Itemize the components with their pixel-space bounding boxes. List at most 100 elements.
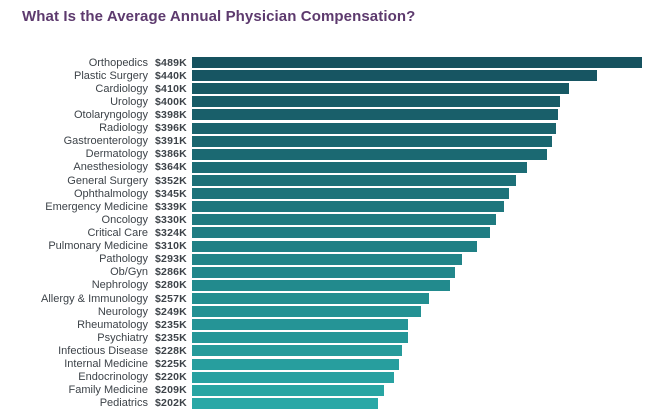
chart-row: Psychiatry $235K (0, 331, 659, 344)
bar (192, 240, 478, 252)
bar (192, 319, 409, 331)
category-label: Pediatrics (99, 397, 148, 410)
value-label: $228K (155, 344, 187, 357)
chart-row: Internal Medicine $225K (0, 358, 659, 371)
bar (192, 227, 491, 239)
category-label: Neurology (97, 305, 148, 318)
category-label: Critical Care (87, 226, 148, 239)
chart-row: Plastic Surgery $440K (0, 69, 659, 82)
value-label: $396K (155, 122, 187, 135)
bar (192, 175, 516, 187)
chart-row: Emergency Medicine $339K (0, 200, 659, 213)
bar (192, 201, 504, 213)
category-label: Pathology (99, 253, 148, 266)
value-label: $293K (155, 253, 187, 266)
chart-row: Radiology $396K (0, 122, 659, 135)
value-label: $352K (155, 174, 187, 187)
category-label: Ophthalmology (74, 187, 148, 200)
bar (192, 148, 548, 160)
value-label: $202K (155, 397, 187, 410)
bar (192, 109, 559, 121)
chart-row: Ob/Gyn $286K (0, 266, 659, 279)
value-label: $249K (155, 305, 187, 318)
bar (192, 135, 552, 147)
category-label: Anesthesiology (73, 161, 148, 174)
chart-row: Pulmonary Medicine $310K (0, 240, 659, 253)
chart-row: Nephrology $280K (0, 279, 659, 292)
category-label: Endocrinology (78, 371, 148, 384)
bar (192, 96, 561, 108)
bar (192, 161, 527, 173)
value-label: $386K (155, 148, 187, 161)
chart-row: Rheumatology $235K (0, 318, 659, 331)
value-label: $235K (155, 331, 187, 344)
bar (192, 397, 378, 409)
category-label: Infectious Disease (58, 344, 148, 357)
value-label: $220K (155, 371, 187, 384)
bar (192, 293, 429, 305)
chart-title: What Is the Average Annual Physician Com… (22, 8, 416, 25)
chart-row: Gastroenterology $391K (0, 135, 659, 148)
category-label: General Surgery (67, 174, 148, 187)
bar (192, 358, 400, 370)
category-label: Oncology (101, 213, 148, 226)
chart-row: Infectious Disease $228K (0, 344, 659, 357)
chart-row: Critical Care $324K (0, 226, 659, 239)
bar (192, 253, 462, 265)
value-label: $280K (155, 279, 187, 292)
bar (192, 279, 450, 291)
value-label: $410K (155, 82, 187, 95)
chart-row: Ophthalmology $345K (0, 187, 659, 200)
chart-row: Neurology $249K (0, 305, 659, 318)
category-label: Ob/Gyn (110, 266, 148, 279)
chart-row: Anesthesiology $364K (0, 161, 659, 174)
value-label: $286K (155, 266, 187, 279)
bar (192, 70, 597, 82)
value-label: $209K (155, 384, 187, 397)
chart-row: Pathology $293K (0, 253, 659, 266)
value-label: $398K (155, 108, 187, 121)
bar (192, 122, 557, 134)
bar (192, 371, 395, 383)
value-label: $489K (155, 56, 187, 69)
value-label: $339K (155, 200, 187, 213)
bar (192, 266, 456, 278)
category-label: Plastic Surgery (74, 69, 148, 82)
category-label: Gastroenterology (63, 135, 148, 148)
value-label: $225K (155, 358, 187, 371)
value-label: $400K (155, 95, 187, 108)
chart-row: Orthopedics $489K (0, 56, 659, 69)
category-label: Radiology (99, 122, 148, 135)
category-label: Otolaryngology (74, 108, 148, 121)
chart-row: Urology $400K (0, 95, 659, 108)
value-label: $345K (155, 187, 187, 200)
bar (192, 306, 422, 318)
chart-row: Otolaryngology $398K (0, 108, 659, 121)
bar (192, 188, 510, 200)
value-label: $440K (155, 69, 187, 82)
chart-row: Allergy & Immunology $257K (0, 292, 659, 305)
bar (192, 57, 642, 69)
value-label: $364K (155, 161, 187, 174)
value-label: $235K (155, 318, 187, 331)
value-label: $391K (155, 135, 187, 148)
chart-row: Endocrinology $220K (0, 371, 659, 384)
chart-row: Oncology $330K (0, 213, 659, 226)
value-label: $330K (155, 213, 187, 226)
category-label: Nephrology (91, 279, 148, 292)
category-label: Emergency Medicine (45, 200, 148, 213)
chart-row: Pediatrics $202K (0, 397, 659, 410)
bar (192, 332, 409, 344)
bar (192, 214, 496, 226)
category-label: Orthopedics (88, 56, 148, 69)
bar (192, 345, 402, 357)
chart-row: General Surgery $352K (0, 174, 659, 187)
category-label: Urology (110, 95, 148, 108)
chart-row: Cardiology $410K (0, 82, 659, 95)
category-label: Psychiatry (97, 331, 148, 344)
category-label: Pulmonary Medicine (48, 240, 148, 253)
bar-chart: Orthopedics $489K Plastic Surgery $440K Card… (0, 56, 659, 410)
category-label: Family Medicine (68, 384, 148, 397)
bar (192, 384, 385, 396)
category-label: Dermatology (85, 148, 148, 161)
